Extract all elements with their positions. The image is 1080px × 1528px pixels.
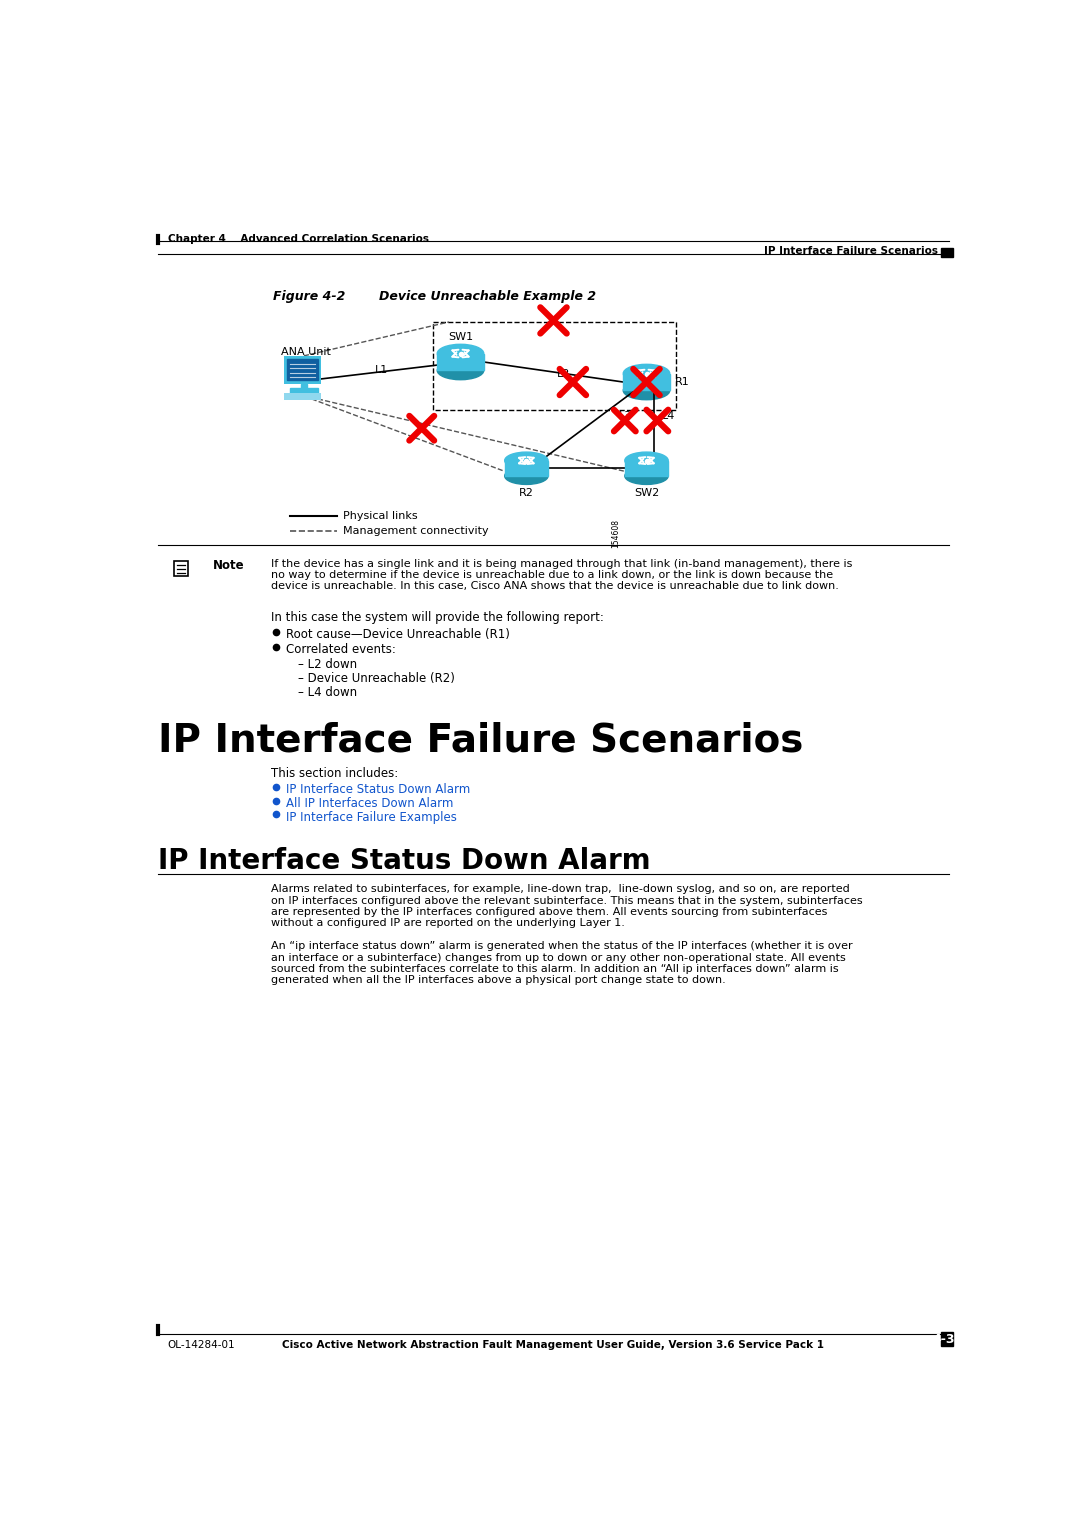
Text: an interface or a subinterface) changes from up to down or any other non-operati: an interface or a subinterface) changes …: [271, 952, 846, 963]
Text: Correlated events:: Correlated events:: [286, 643, 396, 656]
Ellipse shape: [625, 468, 669, 484]
Text: are represented by the IP interfaces configured above them. All events sourcing : are represented by the IP interfaces con…: [271, 906, 827, 917]
Text: Chapter 4    Advanced Correlation Scenarios: Chapter 4 Advanced Correlation Scenarios: [167, 234, 429, 244]
Text: – L4 down: – L4 down: [298, 686, 356, 698]
Ellipse shape: [623, 364, 670, 384]
Text: 4-3: 4-3: [933, 1334, 956, 1346]
Text: IP Interface Failure Examples: IP Interface Failure Examples: [286, 810, 457, 824]
Ellipse shape: [437, 361, 484, 380]
Text: without a configured IP are reported on the underlying Layer 1.: without a configured IP are reported on …: [271, 918, 624, 927]
Bar: [623, 373, 670, 391]
Bar: [941, 248, 954, 257]
Bar: [287, 359, 318, 380]
Ellipse shape: [625, 452, 669, 469]
Bar: [941, 1332, 954, 1346]
Text: In this case the system will provide the following report:: In this case the system will provide the…: [271, 611, 604, 623]
Text: R1: R1: [674, 377, 689, 387]
Bar: [284, 356, 321, 384]
Text: L2: L2: [557, 370, 570, 379]
Bar: [174, 561, 188, 576]
Bar: [625, 460, 669, 475]
Ellipse shape: [437, 344, 484, 362]
Text: device is unreachable. In this case, Cisco ANA shows that the device is unreacha: device is unreachable. In this case, Cis…: [271, 582, 838, 591]
Text: SW2: SW2: [634, 489, 659, 498]
Text: on IP interfaces configured above the relevant subinterface. This means that in : on IP interfaces configured above the re…: [271, 895, 862, 906]
Text: IP Interface Failure Scenarios: IP Interface Failure Scenarios: [159, 721, 804, 759]
Text: R2: R2: [518, 489, 534, 498]
Text: All IP Interfaces Down Alarm: All IP Interfaces Down Alarm: [286, 796, 454, 810]
Text: L4: L4: [662, 411, 675, 420]
Ellipse shape: [623, 382, 670, 400]
Bar: [433, 322, 676, 410]
Text: Device Unreachable Example 2: Device Unreachable Example 2: [379, 290, 596, 303]
Ellipse shape: [504, 468, 548, 484]
Bar: [504, 460, 548, 475]
Text: IP Interface Status Down Alarm: IP Interface Status Down Alarm: [286, 782, 471, 796]
Text: IP Interface Status Down Alarm: IP Interface Status Down Alarm: [159, 848, 651, 876]
Bar: [301, 384, 307, 390]
Text: L1: L1: [375, 365, 389, 374]
Text: no way to determine if the device is unreachable due to a link down, or the link: no way to determine if the device is unr…: [271, 570, 833, 581]
Text: Management connectivity: Management connectivity: [342, 527, 488, 536]
Text: If the device has a single link and it is being managed through that link (in-ba: If the device has a single link and it i…: [271, 559, 852, 568]
Ellipse shape: [504, 452, 548, 469]
Text: – L2 down: – L2 down: [298, 659, 356, 671]
Text: IP Interface Failure Scenarios: IP Interface Failure Scenarios: [764, 246, 937, 257]
Text: – Device Unreachable (R2): – Device Unreachable (R2): [298, 672, 455, 685]
Text: An “ip interface status down” alarm is generated when the status of the IP inter: An “ip interface status down” alarm is g…: [271, 941, 852, 952]
Text: This section includes:: This section includes:: [271, 767, 397, 781]
Text: 154608: 154608: [611, 520, 620, 549]
Text: Note: Note: [213, 559, 244, 571]
Bar: [291, 388, 318, 393]
Text: Alarms related to subinterfaces, for example, line-down trap,  line-down syslog,: Alarms related to subinterfaces, for exa…: [271, 885, 849, 894]
Text: OL-14284-01: OL-14284-01: [167, 1340, 235, 1349]
Text: Cisco Active Network Abstraction Fault Management User Guide, Version 3.6 Servic: Cisco Active Network Abstraction Fault M…: [283, 1340, 824, 1349]
Text: L3: L3: [619, 411, 633, 420]
Text: Root cause—Device Unreachable (R1): Root cause—Device Unreachable (R1): [286, 628, 510, 642]
Text: ANA Unit: ANA Unit: [281, 347, 330, 356]
Text: Physical links: Physical links: [342, 510, 417, 521]
Text: SW1: SW1: [448, 332, 473, 342]
Text: sourced from the subinterfaces correlate to this alarm. In addition an “All ip i: sourced from the subinterfaces correlate…: [271, 964, 838, 973]
Text: Figure 4-2: Figure 4-2: [273, 290, 346, 303]
Text: generated when all the IP interfaces above a physical port change state to down.: generated when all the IP interfaces abo…: [271, 975, 726, 986]
Bar: [284, 393, 321, 400]
Bar: [437, 353, 484, 370]
